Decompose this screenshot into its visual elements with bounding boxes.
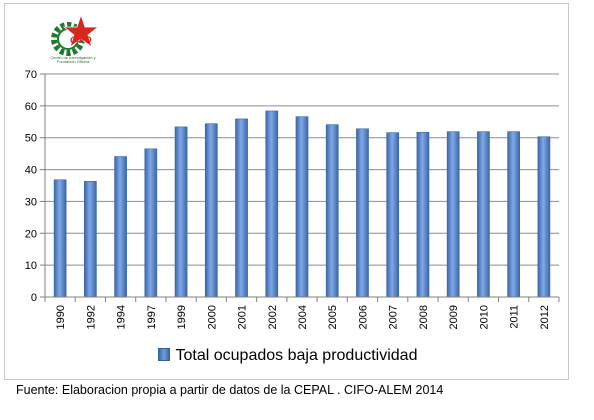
- bar: [386, 132, 400, 298]
- x-tick-label: 2011: [509, 305, 521, 329]
- bar: [295, 116, 309, 298]
- logo-subtitle: Centro de Investigación y Formación Obre…: [50, 55, 96, 64]
- legend-swatch: [157, 348, 170, 361]
- x-tick-label: 2009: [448, 305, 460, 329]
- logo-name: CIFO: [70, 35, 92, 45]
- bar: [325, 124, 339, 298]
- bar: [204, 123, 218, 298]
- bar: [477, 131, 490, 298]
- x-tick-label: 1994: [116, 305, 128, 329]
- bar: [235, 118, 248, 298]
- cifo-logo: CIFO: [51, 13, 100, 56]
- y-tick-label: 20: [25, 228, 37, 240]
- y-tick-label: 60: [25, 101, 37, 113]
- bar: [507, 131, 520, 298]
- x-tick-label: 1990: [55, 305, 67, 329]
- bar: [84, 181, 97, 298]
- bar-chart: 0 10 20 30 40 50 60 70 1990 1992 1994 1997 1999 2000 2…: [25, 69, 560, 329]
- x-tick-label: 2005: [327, 305, 339, 329]
- x-tick-label: 2006: [357, 305, 369, 329]
- legend-label: Total ocupados baja productividad: [175, 347, 418, 364]
- bar: [174, 126, 188, 298]
- chart-frame: 0 10 20 30 40 50 60 70 1990 1992 1994 1997 1999 2000 2…: [4, 3, 569, 380]
- y-tick-label: 50: [25, 133, 37, 145]
- bar: [446, 131, 460, 298]
- bar: [265, 110, 279, 298]
- y-tick-label: 0: [31, 292, 37, 304]
- bar: [53, 179, 67, 298]
- bar: [416, 131, 430, 298]
- source-caption: Fuente: Elaboracion propia a partir de d…: [16, 383, 444, 397]
- y-tick-label: 30: [25, 196, 37, 208]
- y-tick-label: 10: [25, 260, 37, 272]
- axes: [40, 73, 560, 302]
- y-tick-label: 70: [25, 69, 37, 81]
- x-tick-label: 2001: [237, 305, 249, 329]
- x-tick-label: 2002: [267, 305, 279, 329]
- bar: [114, 156, 127, 298]
- x-tick-label: 2000: [206, 305, 218, 329]
- x-tick-label: 2012: [539, 305, 551, 329]
- bar: [144, 148, 158, 298]
- bar: [537, 136, 551, 298]
- x-tick-label: 1999: [176, 305, 188, 329]
- bars: [53, 110, 551, 298]
- x-tick-label: 2010: [478, 305, 490, 329]
- x-tick-label: 1992: [85, 305, 97, 329]
- x-tick-label: 2004: [297, 305, 309, 329]
- x-tick-label: 1997: [146, 305, 158, 329]
- legend: Total ocupados baja productividad: [5, 347, 570, 365]
- star-icon: [62, 13, 100, 49]
- x-tick-label: 2007: [388, 305, 400, 329]
- x-tick-label: 2008: [418, 305, 430, 329]
- bar: [356, 128, 369, 298]
- y-tick-label: 40: [25, 165, 37, 177]
- tick-labels: 0 10 20 30 40 50 60 70 1990 1992 1994 1997 1999 2000 2…: [25, 69, 551, 329]
